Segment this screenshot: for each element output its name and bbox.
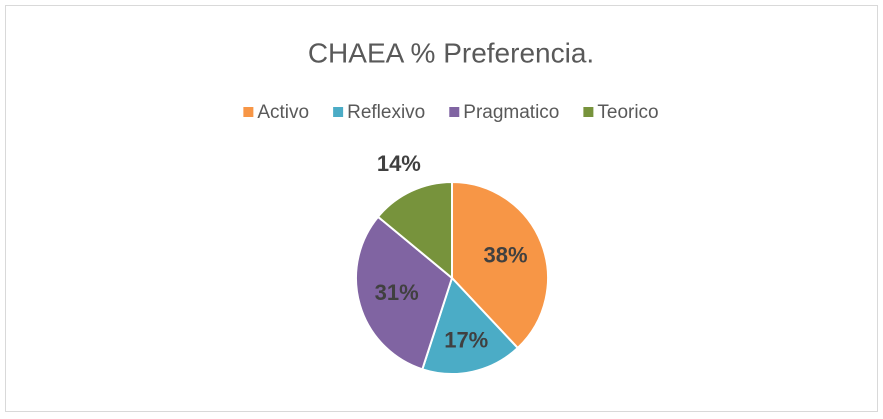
pie-slice <box>421 276 520 375</box>
legend-label: Reflexivo <box>347 102 425 123</box>
pie-slice <box>376 180 453 281</box>
legend-swatch <box>243 107 254 117</box>
legend-swatch <box>583 107 594 117</box>
legend-swatch <box>333 107 344 117</box>
legend-label: Pragmatico <box>463 102 559 123</box>
legend-label: Activo <box>257 102 309 123</box>
chart-title: CHAEA % Preferencia. <box>308 37 594 68</box>
data-label: 38% <box>484 243 528 268</box>
data-label: 14% <box>377 151 421 176</box>
legend-swatch <box>449 107 460 117</box>
pie-slice <box>451 180 549 350</box>
legend-label: Teorico <box>597 102 658 123</box>
pie-slice <box>355 215 454 371</box>
data-label: 31% <box>375 280 419 305</box>
data-label: 17% <box>444 328 488 353</box>
